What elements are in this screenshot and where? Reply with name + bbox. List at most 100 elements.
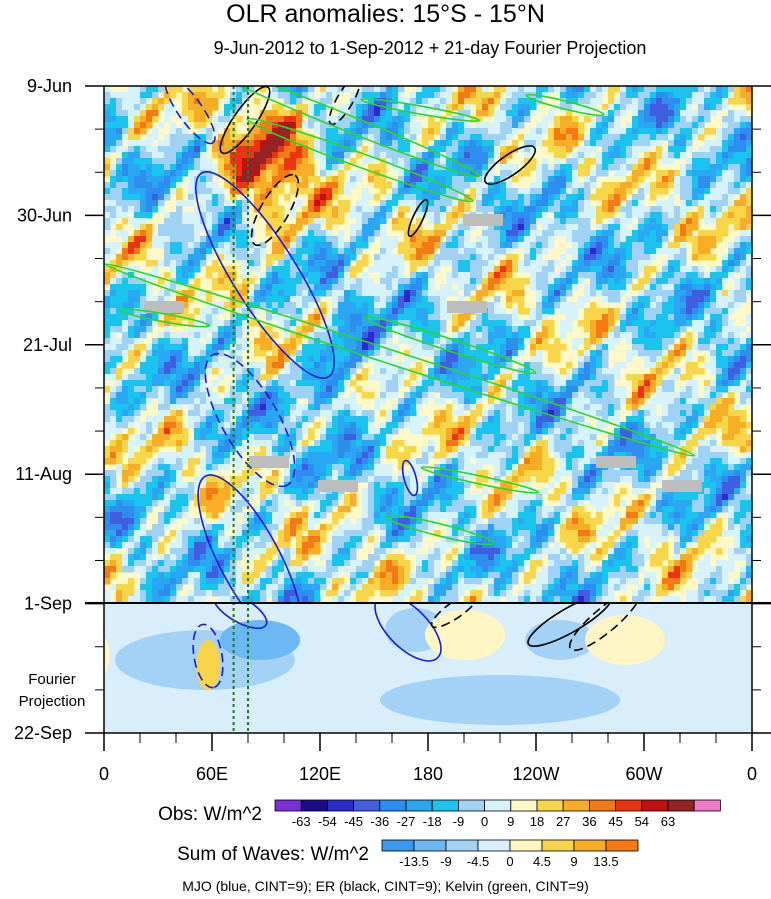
obs-anomaly-cell (692, 176, 699, 183)
obs-anomaly-cell (254, 392, 261, 399)
obs-anomaly-cell (224, 164, 231, 171)
obs-anomaly-cell (326, 236, 333, 243)
obs-anomaly-cell (620, 242, 627, 249)
obs-anomaly-cell (194, 338, 201, 345)
obs-anomaly-cell (656, 218, 663, 225)
obs-anomaly-cell (164, 314, 171, 321)
obs-anomaly-cell (650, 398, 657, 405)
obs-anomaly-cell (548, 398, 555, 405)
obs-anomaly-cell (614, 182, 621, 189)
obs-anomaly-cell (422, 320, 429, 327)
obs-anomaly-cell (374, 152, 381, 159)
obs-anomaly-cell (698, 176, 705, 183)
obs-anomaly-cell (542, 368, 549, 375)
obs-anomaly-cell (524, 242, 531, 249)
obs-anomaly-cell (152, 158, 159, 165)
obs-anomaly-cell (638, 200, 645, 207)
obs-anomaly-cell (350, 236, 357, 243)
obs-anomaly-cell (476, 314, 483, 321)
obs-anomaly-cell (554, 134, 561, 141)
obs-anomaly-cell (644, 386, 651, 393)
obs-anomaly-cell (146, 92, 153, 99)
obs-anomaly-cell (716, 224, 723, 231)
obs-anomaly-cell (380, 266, 387, 273)
obs-anomaly-cell (218, 326, 225, 333)
obs-anomaly-cell (536, 338, 543, 345)
obs-anomaly-cell (440, 302, 447, 309)
obs-anomaly-cell (110, 320, 117, 327)
obs-anomaly-cell (488, 134, 495, 141)
obs-anomaly-cell (722, 380, 729, 387)
obs-anomaly-cell (734, 140, 741, 147)
obs-anomaly-cell (260, 278, 267, 285)
obs-anomaly-cell (254, 248, 261, 255)
obs-anomaly-cell (680, 128, 687, 135)
obs-anomaly-cell (146, 392, 153, 399)
obs-anomaly-cell (704, 332, 711, 339)
obs-anomaly-cell (344, 248, 351, 255)
obs-anomaly-cell (170, 140, 177, 147)
obs-anomaly-cell (386, 308, 393, 315)
obs-anomaly-cell (500, 158, 507, 165)
obs-anomaly-cell (608, 104, 615, 111)
obs-anomaly-cell (308, 266, 315, 273)
obs-anomaly-cell (104, 98, 111, 105)
obs-anomaly-cell (170, 236, 177, 243)
obs-anomaly-cell (344, 314, 351, 321)
obs-anomaly-cell (248, 182, 255, 189)
obs-anomaly-cell (584, 236, 591, 243)
obs-anomaly-cell (164, 218, 171, 225)
obs-anomaly-cell (692, 314, 699, 321)
obs-anomaly-cell (530, 320, 537, 327)
obs-anomaly-cell (254, 146, 261, 153)
obs-anomaly-cell (620, 86, 627, 93)
obs-anomaly-cell (266, 398, 273, 405)
obs-anomaly-cell (650, 314, 657, 321)
obs-anomaly-cell (482, 242, 489, 249)
obs-anomaly-cell (542, 140, 549, 147)
obs-anomaly-cell (254, 368, 261, 375)
obs-anomaly-cell (140, 146, 147, 153)
obs-anomaly-cell (236, 104, 243, 111)
obs-anomaly-cell (620, 158, 627, 165)
obs-anomaly-cell (476, 116, 483, 123)
obs-anomaly-cell (314, 278, 321, 285)
obs-anomaly-cell (608, 320, 615, 327)
obs-anomaly-cell (320, 86, 327, 93)
obs-anomaly-cell (722, 98, 729, 105)
obs-anomaly-cell (296, 308, 303, 315)
obs-anomaly-cell (410, 134, 417, 141)
obs-anomaly-cell (662, 242, 669, 249)
obs-anomaly-cell (470, 260, 477, 267)
obs-anomaly-cell (470, 158, 477, 165)
obs-anomaly-cell (584, 182, 591, 189)
obs-anomaly-cell (272, 218, 279, 225)
obs-anomaly-cell (308, 260, 315, 267)
obs-anomaly-cell (218, 332, 225, 339)
obs-anomaly-cell (662, 152, 669, 159)
obs-anomaly-cell (344, 110, 351, 117)
obs-anomaly-cell (626, 158, 633, 165)
obs-anomaly-cell (494, 344, 501, 351)
obs-anomaly-cell (746, 314, 752, 321)
obs-anomaly-cell (116, 182, 123, 189)
obs-anomaly-cell (638, 224, 645, 231)
obs-anomaly-cell (464, 110, 471, 117)
obs-anomaly-cell (722, 104, 729, 111)
obs-anomaly-cell (308, 338, 315, 345)
obs-anomaly-cell (314, 362, 321, 369)
obs-anomaly-cell (320, 248, 327, 255)
obs-anomaly-cell (320, 218, 327, 225)
obs-anomaly-cell (266, 374, 273, 381)
obs-anomaly-cell (584, 290, 591, 297)
obs-anomaly-cell (728, 116, 735, 123)
obs-anomaly-cell (584, 350, 591, 357)
obs-anomaly-cell (542, 230, 549, 237)
obs-anomaly-cell (110, 200, 117, 207)
obs-anomaly-cell (320, 302, 327, 309)
obs-anomaly-cell (224, 98, 231, 105)
obs-anomaly-cell (302, 374, 309, 381)
obs-anomaly-cell (182, 218, 189, 225)
obs-anomaly-cell (494, 134, 501, 141)
obs-anomaly-cell (362, 230, 369, 237)
